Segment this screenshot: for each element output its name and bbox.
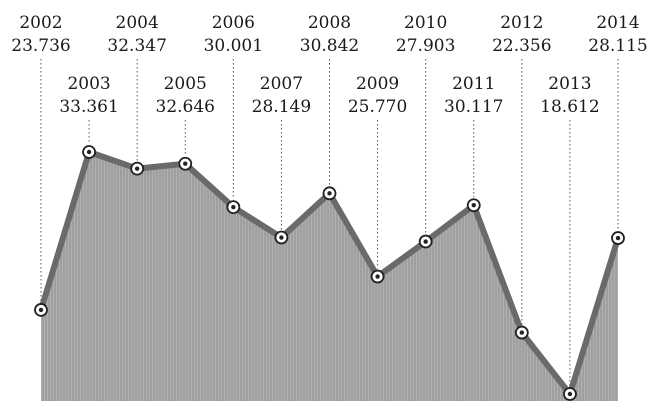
value-label: 33.361 xyxy=(59,97,118,117)
year-label: 2002 xyxy=(19,13,62,33)
data-point-dot xyxy=(86,149,92,155)
data-point-dot xyxy=(134,166,140,171)
year-label: 2013 xyxy=(548,74,591,94)
year-label: 2005 xyxy=(164,74,207,94)
data-point-dot xyxy=(519,330,525,335)
value-label: 28.149 xyxy=(252,97,311,117)
data-point-dot xyxy=(375,274,380,279)
data-point-dot xyxy=(567,391,573,397)
value-label: 18.612 xyxy=(540,97,599,117)
year-label: 2010 xyxy=(404,13,447,33)
data-point-dot xyxy=(279,235,284,240)
data-labels: 2002 23.736 2003 33.361 2004 32.347 2005 32.646… xyxy=(11,13,647,117)
leader-lines xyxy=(40,59,619,386)
data-point-dot xyxy=(231,204,236,210)
data-point-dot xyxy=(38,307,44,313)
value-label: 25.770 xyxy=(348,97,407,117)
value-label: 27.903 xyxy=(396,36,455,56)
value-label: 30.117 xyxy=(444,97,503,117)
area-fill xyxy=(41,152,618,401)
value-label: 30.001 xyxy=(204,36,263,56)
point-markers xyxy=(34,145,625,401)
year-label: 2007 xyxy=(260,74,303,94)
data-point-dot xyxy=(327,191,332,196)
year-label: 2014 xyxy=(596,13,639,33)
data-point-dot xyxy=(615,235,621,241)
value-label: 22.356 xyxy=(492,36,551,56)
year-label: 2009 xyxy=(356,74,399,94)
year-label: 2008 xyxy=(308,13,351,33)
value-label: 30.842 xyxy=(300,36,359,56)
value-label: 32.646 xyxy=(156,97,215,117)
year-label: 2006 xyxy=(212,13,255,33)
value-label: 32.347 xyxy=(107,36,166,56)
value-label: 28.115 xyxy=(588,36,647,56)
data-point-dot xyxy=(183,161,188,166)
data-point-dot xyxy=(471,203,476,208)
year-label: 2011 xyxy=(452,74,495,94)
year-label: 2004 xyxy=(116,13,159,33)
year-label: 2003 xyxy=(67,74,110,94)
area-layer xyxy=(41,152,618,401)
year-label: 2012 xyxy=(500,13,543,33)
data-point-dot xyxy=(423,239,428,244)
value-label: 23.736 xyxy=(11,36,70,56)
